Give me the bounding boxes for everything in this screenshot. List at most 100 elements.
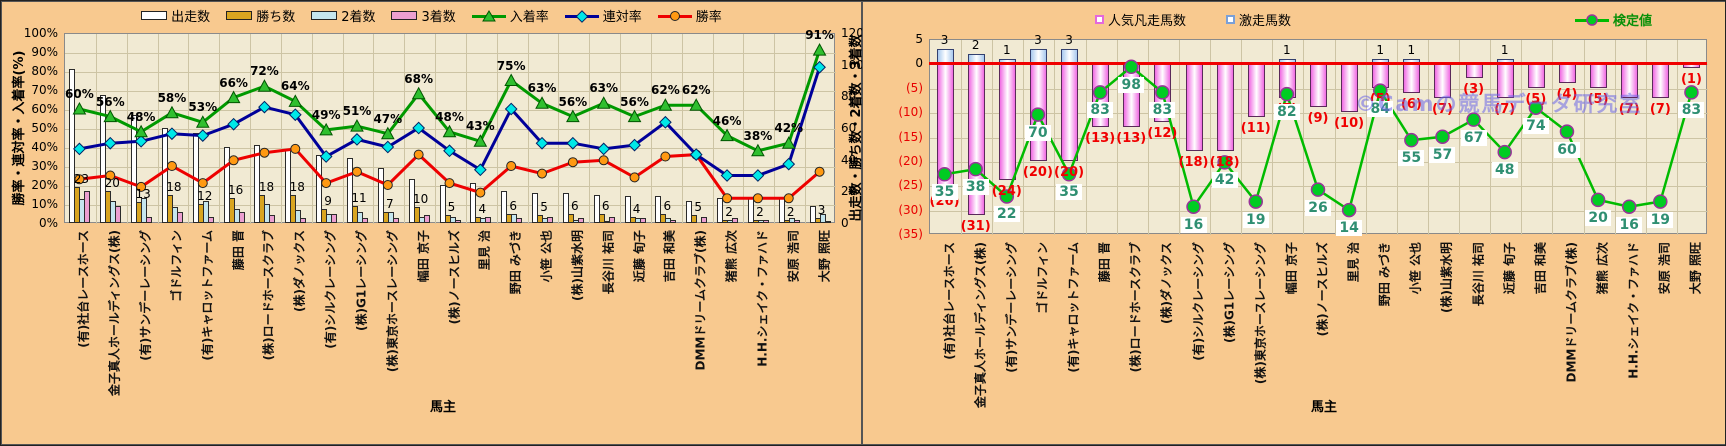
- surge-count-label: 1: [1500, 42, 1509, 57]
- y-right-tick: 0: [841, 216, 849, 230]
- v-gridline: [465, 34, 467, 224]
- flop-count-label: (7): [1494, 101, 1516, 117]
- bar-starts: [532, 192, 539, 223]
- wins-count-label: 6: [571, 198, 579, 213]
- bar-thirds: [207, 216, 214, 223]
- wins-count-label: 10: [413, 192, 429, 207]
- v-gridline: [1054, 40, 1056, 235]
- bar-thirds: [732, 218, 739, 223]
- place-rate-label: 63%: [589, 81, 619, 96]
- place-rate-label: 75%: [496, 58, 526, 73]
- category-label-right: (有)キャロットファーム: [1066, 242, 1081, 373]
- seconds-bar-swatch-icon: [311, 11, 338, 20]
- bar-starts: [254, 145, 261, 223]
- bar-starts: [809, 205, 816, 223]
- h-gridline: [65, 91, 836, 92]
- category-label-right: (株)山紫水明: [1439, 242, 1454, 313]
- flop-count-label: (18): [1209, 155, 1240, 171]
- flop-count-label: (11): [1240, 121, 1271, 136]
- place-rate-label: 56%: [620, 94, 649, 109]
- h-gridline: [930, 161, 1708, 163]
- legend-label: 入着率: [509, 10, 549, 25]
- category-label-left: 近藤 旬子: [632, 230, 647, 283]
- bar-starts: [655, 196, 662, 223]
- v-gridline: [1272, 40, 1274, 235]
- wins-count-label: 2: [756, 204, 764, 219]
- bar-thirds: [762, 219, 769, 223]
- v-gridline: [250, 34, 252, 224]
- h-gridline: [65, 72, 836, 73]
- wins-count-label: 23: [73, 171, 90, 186]
- v-gridline: [805, 34, 807, 224]
- category-label-left: 藤田 晋: [231, 230, 246, 271]
- bar-thirds: [824, 221, 831, 224]
- place-rate-label: 53%: [188, 100, 218, 115]
- y-left-tick: 70%: [31, 83, 58, 97]
- wins-count-label: 5: [447, 200, 456, 215]
- wins-count-label: 18: [258, 179, 275, 194]
- kentei-value-label: 16: [1616, 216, 1643, 233]
- place-rate-label: 58%: [157, 90, 187, 105]
- bar-thirds: [793, 219, 800, 223]
- bar-thirds: [670, 219, 677, 223]
- place-rate-label: 64%: [280, 79, 310, 94]
- bar-thirds: [392, 218, 399, 223]
- surge-count-label: 1: [1283, 42, 1291, 57]
- v-gridline: [1178, 40, 1180, 235]
- surge-count-label: 1: [1376, 42, 1385, 57]
- category-label-left: ゴドルフィン: [169, 230, 184, 302]
- kentei-value-label: 20: [1585, 209, 1612, 226]
- bar-thirds: [238, 211, 245, 223]
- kentei-value-label: 19: [1647, 211, 1674, 228]
- category-label-left: 吉田 和美: [662, 230, 677, 283]
- legend-label: 2着数: [341, 10, 376, 25]
- category-label-left: (株)ノースヒルズ: [447, 230, 461, 325]
- legend-label: 勝ち数: [256, 10, 296, 25]
- place-rate-label: 46%: [712, 113, 742, 128]
- y-left-tick: 50%: [31, 121, 58, 135]
- surge-count-label: 1: [1002, 42, 1011, 57]
- category-label-left: (株)東京ホースレーシング: [385, 230, 400, 373]
- wins-count-label: 2: [786, 204, 795, 219]
- v-gridline: [1116, 40, 1118, 235]
- kentei-value-label: 26: [1305, 199, 1331, 216]
- left-chart-legend: 出走数 勝ち数 2着数 3着数 入着率 連対率 勝率: [2, 6, 861, 25]
- wins-count-label: 11: [351, 190, 367, 205]
- kentei-value-label: 84: [1367, 100, 1394, 117]
- left-x-axis-title: 馬主: [430, 400, 457, 415]
- v-gridline: [311, 34, 313, 224]
- y-right-tick: 20: [841, 184, 857, 199]
- bar-thirds: [300, 218, 307, 223]
- place-rate-label: 51%: [342, 104, 372, 119]
- watermark: ©Camの競馬データ研究室: [1355, 92, 1643, 116]
- right-x-axis-title: 馬主: [1311, 400, 1338, 415]
- y-left-tick: 30%: [31, 159, 58, 173]
- v-gridline: [1552, 40, 1554, 235]
- bar-wins: [413, 207, 420, 223]
- bar-starts: [470, 183, 477, 223]
- y-tick: 5: [915, 32, 923, 46]
- bar-thirds: [146, 216, 153, 223]
- kentei-value-label: 16: [1180, 216, 1207, 233]
- bar-thirds: [331, 213, 338, 223]
- bar-starts: [131, 115, 138, 223]
- bar-seconds: [141, 197, 148, 223]
- v-gridline: [1365, 40, 1367, 235]
- flop-count-label: (20): [1054, 164, 1085, 180]
- surge-count-label: 2: [971, 37, 980, 52]
- h-gridline: [930, 113, 1708, 115]
- bar-seconds: [449, 216, 456, 223]
- surge-count-label: 1: [1407, 42, 1416, 57]
- kentei-value-label: 83: [1678, 102, 1705, 119]
- category-label-left: 里見 治: [477, 230, 492, 271]
- v-gridline: [589, 34, 591, 224]
- place-rate-label: 60%: [65, 87, 94, 101]
- category-label-right: H.H.シェイク・ファハド: [1626, 242, 1641, 379]
- v-gridline: [404, 34, 406, 224]
- bar-seconds: [264, 204, 271, 223]
- wins-count-label: 5: [540, 200, 548, 215]
- bar-starts: [501, 191, 508, 223]
- win-rate-line-swatch-icon: [657, 10, 692, 22]
- right-chart-legend: 人気凡走馬数 激走馬数: [983, 10, 1403, 29]
